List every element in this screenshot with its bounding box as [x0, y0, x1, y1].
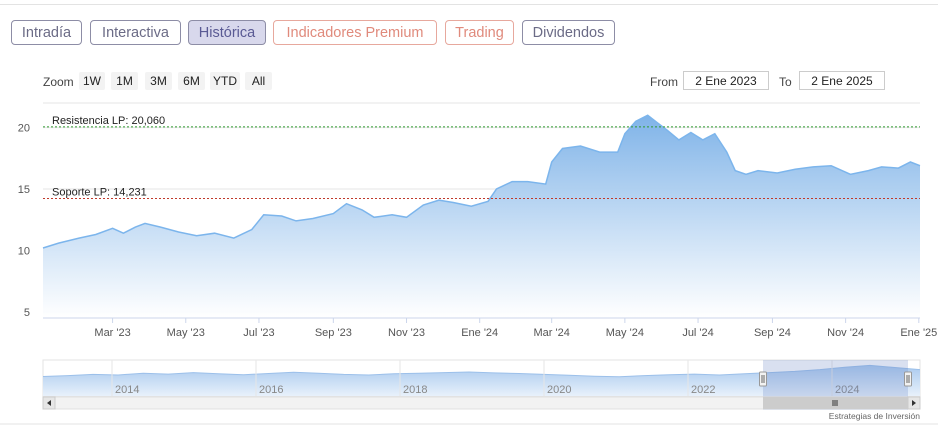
top-divider: [0, 4, 938, 5]
y-tick-label: 10: [18, 245, 30, 257]
x-tick-label: Ene '25: [900, 327, 937, 339]
x-tick-label: Mar '23: [94, 327, 130, 339]
resistance-label: Resistencia LP: 20,060: [52, 115, 165, 127]
zoom-1w-button[interactable]: 1W: [79, 72, 105, 90]
x-tick-label: Ene '24: [461, 327, 498, 339]
x-tick-label: Jul '24: [682, 327, 713, 339]
navigator-right-handle: [904, 371, 912, 387]
to-date-input[interactable]: 2 Ene 2025: [799, 71, 885, 90]
navigator-area: [43, 365, 920, 396]
navigator-year-label: 2014: [115, 384, 139, 396]
navigator-year-label: 2022: [691, 384, 715, 396]
navigator-year-label: 2024: [835, 384, 859, 396]
x-tick-label: May '24: [606, 327, 644, 339]
x-tick-label: May '23: [167, 327, 205, 339]
tab-historica[interactable]: Histórica: [188, 20, 266, 45]
zoom-1m-button[interactable]: 1M: [111, 72, 138, 90]
x-tick-label: Sep '23: [315, 327, 352, 339]
to-label: To: [779, 75, 792, 89]
zoom-all-button[interactable]: All: [245, 72, 272, 90]
tab-intradia[interactable]: Intradía: [11, 20, 82, 45]
navigator-left-handle: [759, 371, 767, 387]
price-line: [42, 114, 921, 249]
y-tick-label: 15: [18, 184, 30, 196]
zoom-label: Zoom: [43, 75, 74, 89]
tab-dividendos[interactable]: Dividendos: [522, 20, 615, 45]
zoom-3m-button[interactable]: 3M: [145, 72, 172, 90]
navigator-year-label: 2016: [259, 384, 283, 396]
x-tick-label: Nov '24: [827, 327, 864, 339]
tab-indicadores-premium[interactable]: Indicadores Premium: [273, 20, 437, 45]
from-date-input[interactable]: 2 Ene 2023: [683, 71, 769, 90]
navigator-year-label: 2020: [547, 384, 571, 396]
y-tick-label: 5: [24, 307, 30, 319]
scroll-right-arrow-icon: [912, 400, 916, 406]
scroll-left-arrow-icon: [47, 400, 51, 406]
x-tick-label: Jul '23: [243, 327, 274, 339]
support-label: Soporte LP: 14,231: [52, 186, 147, 198]
zoom-6m-button[interactable]: 6M: [178, 72, 205, 90]
x-tick-label: Mar '24: [534, 327, 570, 339]
y-tick-label: 20: [18, 123, 30, 135]
navigator-line: [42, 364, 921, 378]
navigator-year-label: 2018: [403, 384, 427, 396]
zoom-ytd-button[interactable]: YTD: [210, 72, 240, 90]
price-area: [43, 115, 920, 318]
tab-interactiva[interactable]: Interactiva: [90, 20, 181, 45]
tab-trading[interactable]: Trading: [445, 20, 514, 45]
x-tick-label: Nov '23: [388, 327, 425, 339]
from-label: From: [650, 75, 678, 89]
x-tick-label: Sep '24: [754, 327, 791, 339]
credit-text: Estrategias de Inversión: [828, 411, 920, 421]
